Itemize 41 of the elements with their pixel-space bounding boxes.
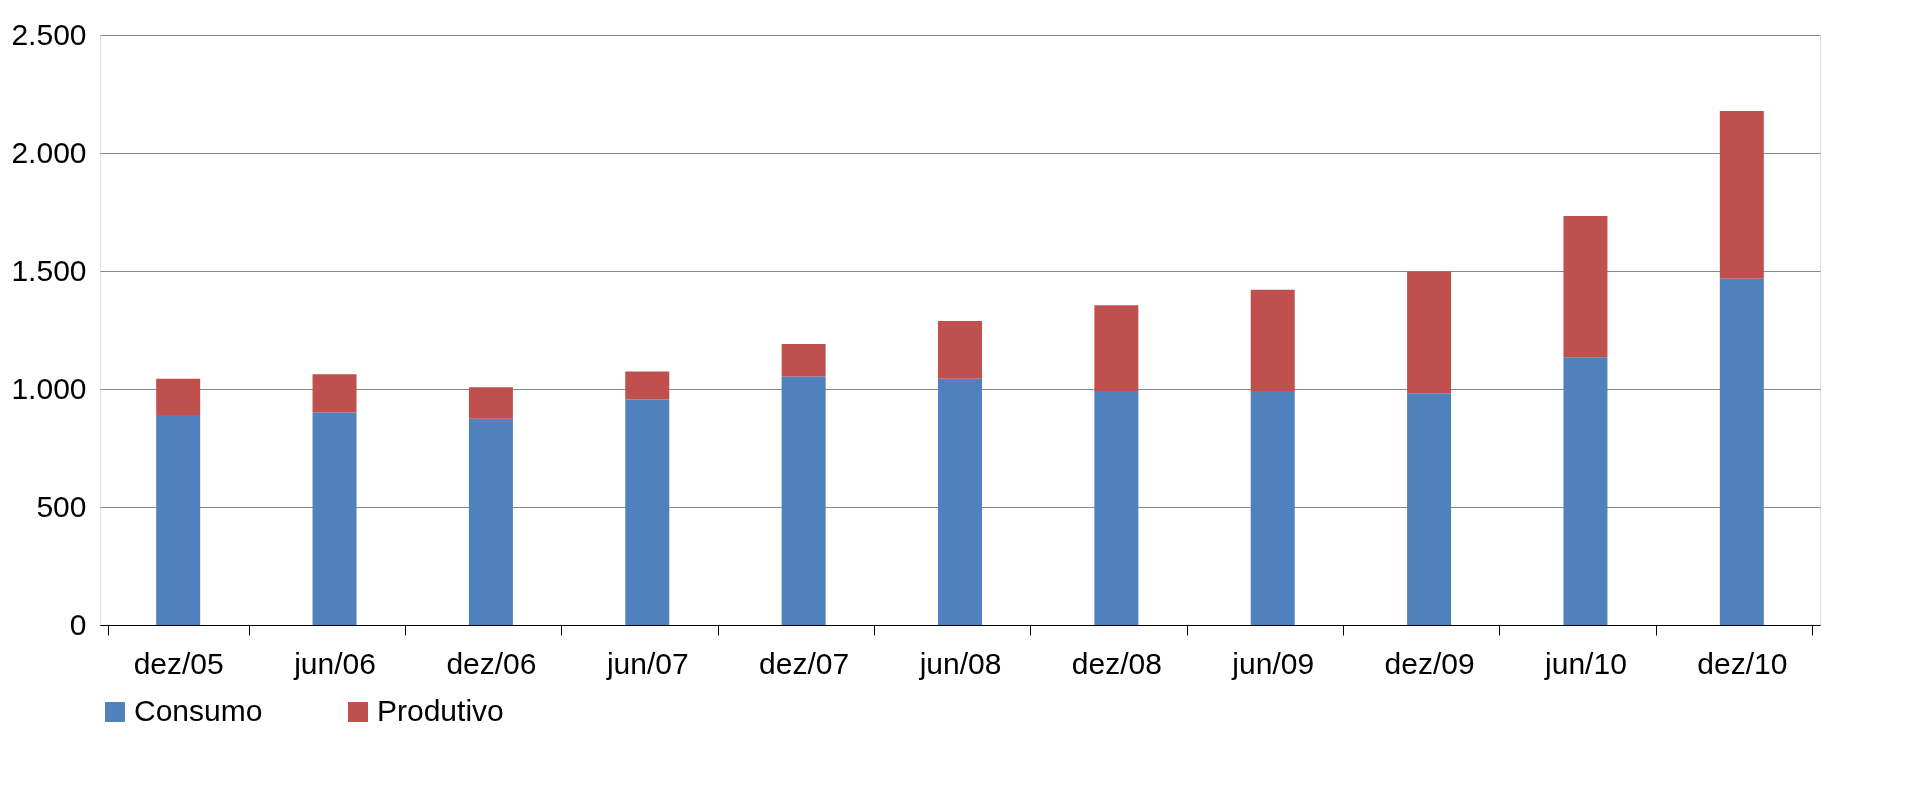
bar <box>312 374 357 413</box>
y-tick-label: 2.000 <box>11 135 87 169</box>
bar <box>468 387 513 419</box>
y-tick-label: 0 <box>69 607 87 641</box>
bar <box>938 378 982 625</box>
x-tick-label: dez/09 <box>1384 646 1475 680</box>
bar <box>156 378 201 415</box>
x-tick-label: dez/10 <box>1697 646 1788 680</box>
bar <box>1094 305 1139 391</box>
bar <box>1094 390 1139 625</box>
bar <box>938 321 982 379</box>
legend-label: Consumo <box>134 694 263 727</box>
y-tick-label: 2.500 <box>11 17 87 51</box>
x-tick-label: jun/06 <box>293 646 376 680</box>
x-tick-label: dez/07 <box>759 646 850 680</box>
y-tick-label: 1.000 <box>11 371 87 405</box>
x-tick-label: dez/05 <box>133 646 224 680</box>
y-tick-label: 500 <box>36 489 87 523</box>
legend-label: Produtivo <box>377 694 504 727</box>
bar <box>1719 278 1764 625</box>
bar <box>625 399 670 625</box>
bar <box>1407 393 1452 625</box>
bar <box>156 414 201 625</box>
x-tick-label: jun/10 <box>1544 646 1627 680</box>
bar <box>781 376 826 625</box>
bar <box>468 418 513 625</box>
x-tick-label: jun/09 <box>1231 646 1315 680</box>
bar <box>1563 357 1608 625</box>
x-tick-label: jun/08 <box>918 646 1002 680</box>
bar <box>312 412 357 625</box>
bar <box>1250 390 1295 625</box>
y-tick-label: 1.500 <box>11 253 87 287</box>
bar <box>1407 271 1452 394</box>
x-tick-label: jun/07 <box>605 646 689 680</box>
bar <box>1719 110 1764 279</box>
bar <box>1250 289 1295 391</box>
bar <box>781 343 826 377</box>
x-tick-label: dez/08 <box>1071 646 1162 680</box>
bar <box>625 371 670 400</box>
x-tick-label: dez/06 <box>446 646 537 680</box>
bar <box>1563 216 1608 358</box>
